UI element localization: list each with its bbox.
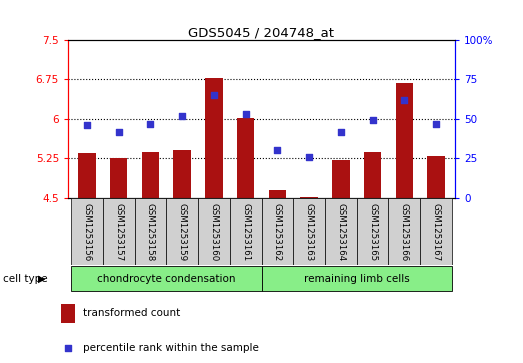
Bar bbox=[300, 197, 318, 198]
Bar bbox=[71, 198, 103, 265]
Bar bbox=[325, 198, 357, 265]
Text: remaining limb cells: remaining limb cells bbox=[304, 274, 410, 284]
Text: cell type: cell type bbox=[3, 274, 47, 284]
Bar bbox=[230, 198, 262, 265]
Text: GSM1253161: GSM1253161 bbox=[241, 203, 250, 261]
Point bbox=[400, 97, 408, 103]
Bar bbox=[142, 152, 159, 198]
Point bbox=[432, 121, 440, 127]
Text: transformed count: transformed count bbox=[84, 308, 180, 318]
Bar bbox=[237, 118, 254, 198]
Text: GSM1253165: GSM1253165 bbox=[368, 203, 377, 261]
Bar bbox=[269, 190, 286, 198]
Text: chondrocyte condensation: chondrocyte condensation bbox=[97, 274, 235, 284]
Bar bbox=[71, 266, 262, 291]
Text: GSM1253158: GSM1253158 bbox=[146, 203, 155, 261]
Bar bbox=[262, 266, 452, 291]
Text: ▶: ▶ bbox=[38, 274, 46, 284]
Point bbox=[115, 129, 123, 134]
Text: GSM1253167: GSM1253167 bbox=[431, 203, 440, 261]
Bar bbox=[420, 198, 452, 265]
Bar bbox=[389, 198, 420, 265]
Point bbox=[273, 147, 281, 153]
Point bbox=[337, 129, 345, 134]
Point bbox=[412, 188, 420, 193]
Bar bbox=[332, 160, 349, 198]
Point bbox=[242, 111, 250, 117]
Point bbox=[210, 92, 218, 98]
Point bbox=[83, 122, 91, 128]
Bar bbox=[61, 304, 74, 323]
Text: GSM1253159: GSM1253159 bbox=[178, 203, 187, 261]
Point bbox=[368, 118, 377, 123]
Point bbox=[305, 154, 313, 160]
Text: GSM1253163: GSM1253163 bbox=[304, 203, 314, 261]
Bar bbox=[166, 198, 198, 265]
Text: GSM1253164: GSM1253164 bbox=[336, 203, 345, 261]
Point bbox=[146, 121, 155, 127]
Bar bbox=[427, 156, 445, 198]
Bar bbox=[110, 158, 128, 198]
Text: GSM1253156: GSM1253156 bbox=[83, 203, 92, 261]
Point bbox=[178, 113, 186, 119]
Bar bbox=[293, 198, 325, 265]
Bar bbox=[262, 198, 293, 265]
Text: GSM1253160: GSM1253160 bbox=[209, 203, 219, 261]
Text: percentile rank within the sample: percentile rank within the sample bbox=[84, 343, 259, 353]
Bar bbox=[357, 198, 389, 265]
Text: GSM1253157: GSM1253157 bbox=[114, 203, 123, 261]
Bar bbox=[205, 78, 223, 198]
Bar bbox=[174, 150, 191, 198]
Bar bbox=[395, 83, 413, 198]
Bar bbox=[103, 198, 134, 265]
Bar bbox=[198, 198, 230, 265]
Text: GSM1253162: GSM1253162 bbox=[273, 203, 282, 261]
Title: GDS5045 / 204748_at: GDS5045 / 204748_at bbox=[188, 26, 335, 39]
Text: GSM1253166: GSM1253166 bbox=[400, 203, 409, 261]
Bar bbox=[364, 152, 381, 198]
Bar bbox=[134, 198, 166, 265]
Bar bbox=[78, 153, 96, 198]
